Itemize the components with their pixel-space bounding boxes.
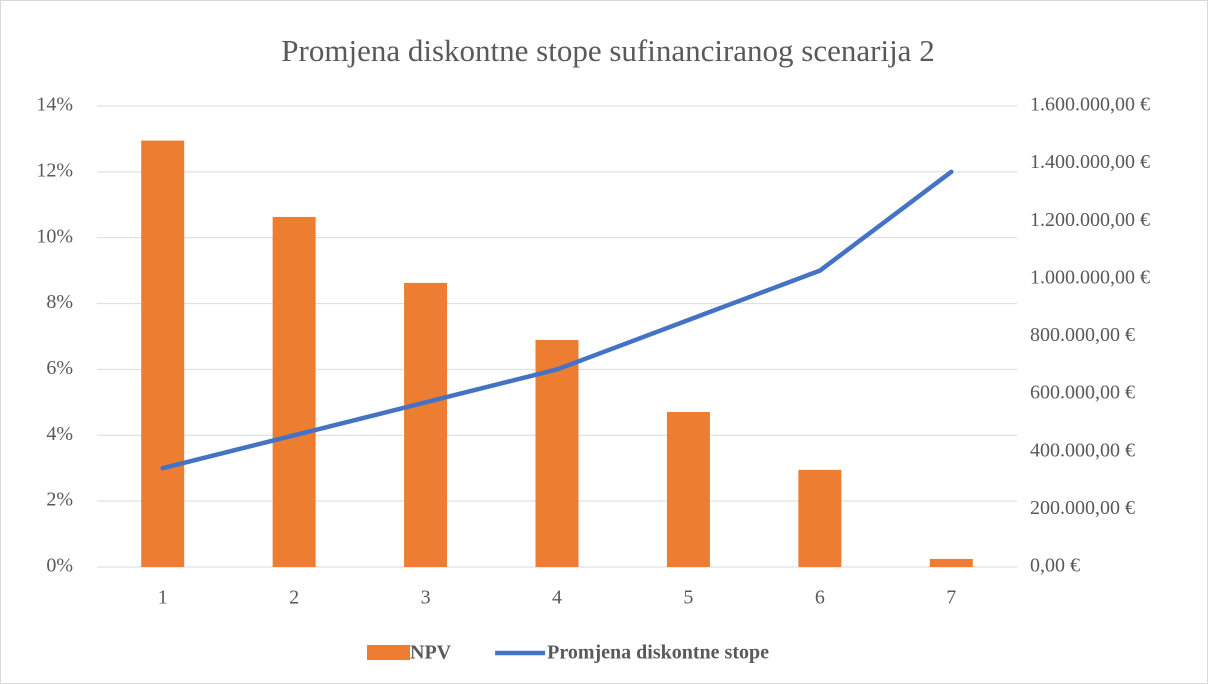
y2-tick-label: 200.000,00 € <box>1030 497 1135 519</box>
bar <box>929 558 973 567</box>
chart-title: Promjena diskontne stope sufinanciranog … <box>281 33 934 68</box>
y-tick-label: 0% <box>46 555 73 577</box>
bar <box>798 469 842 567</box>
y2-tick-label: 0,00 € <box>1030 555 1080 577</box>
x-tick-label: 1 <box>158 587 168 609</box>
x-tick-label: 2 <box>289 587 299 609</box>
y2-tick-label: 600.000,00 € <box>1030 382 1135 404</box>
x-tick-label: 7 <box>946 587 956 609</box>
x-tick-label: 5 <box>683 587 693 609</box>
y-tick-label: 8% <box>46 291 73 313</box>
y-tick-label: 14% <box>36 94 73 116</box>
y-tick-label: 4% <box>46 423 73 445</box>
x-tick-label: 3 <box>421 587 431 609</box>
bar <box>666 411 710 567</box>
x-tick-label: 4 <box>552 587 562 609</box>
legend-swatch <box>367 645 410 660</box>
y-tick-label: 2% <box>46 489 73 511</box>
bar <box>272 216 316 567</box>
bar <box>535 339 579 567</box>
legend-label: Promjena diskontne stope <box>547 642 769 664</box>
x-tick-label: 6 <box>815 587 825 609</box>
line <box>160 169 954 471</box>
bar <box>141 140 185 567</box>
y2-tick-label: 1.600.000,00 € <box>1030 94 1150 116</box>
bar <box>404 282 448 567</box>
y2-tick-label: 400.000,00 € <box>1030 439 1135 461</box>
y-tick-label: 12% <box>36 159 73 181</box>
y2-tick-label: 1.400.000,00 € <box>1030 151 1150 173</box>
y2-tick-label: 1.000.000,00 € <box>1030 266 1150 288</box>
y-tick-label: 10% <box>36 225 73 247</box>
legend-label: NPV <box>410 642 452 664</box>
y2-tick-label: 1.200.000,00 € <box>1030 209 1150 231</box>
y-tick-label: 6% <box>46 357 73 379</box>
y2-tick-label: 800.000,00 € <box>1030 324 1135 346</box>
